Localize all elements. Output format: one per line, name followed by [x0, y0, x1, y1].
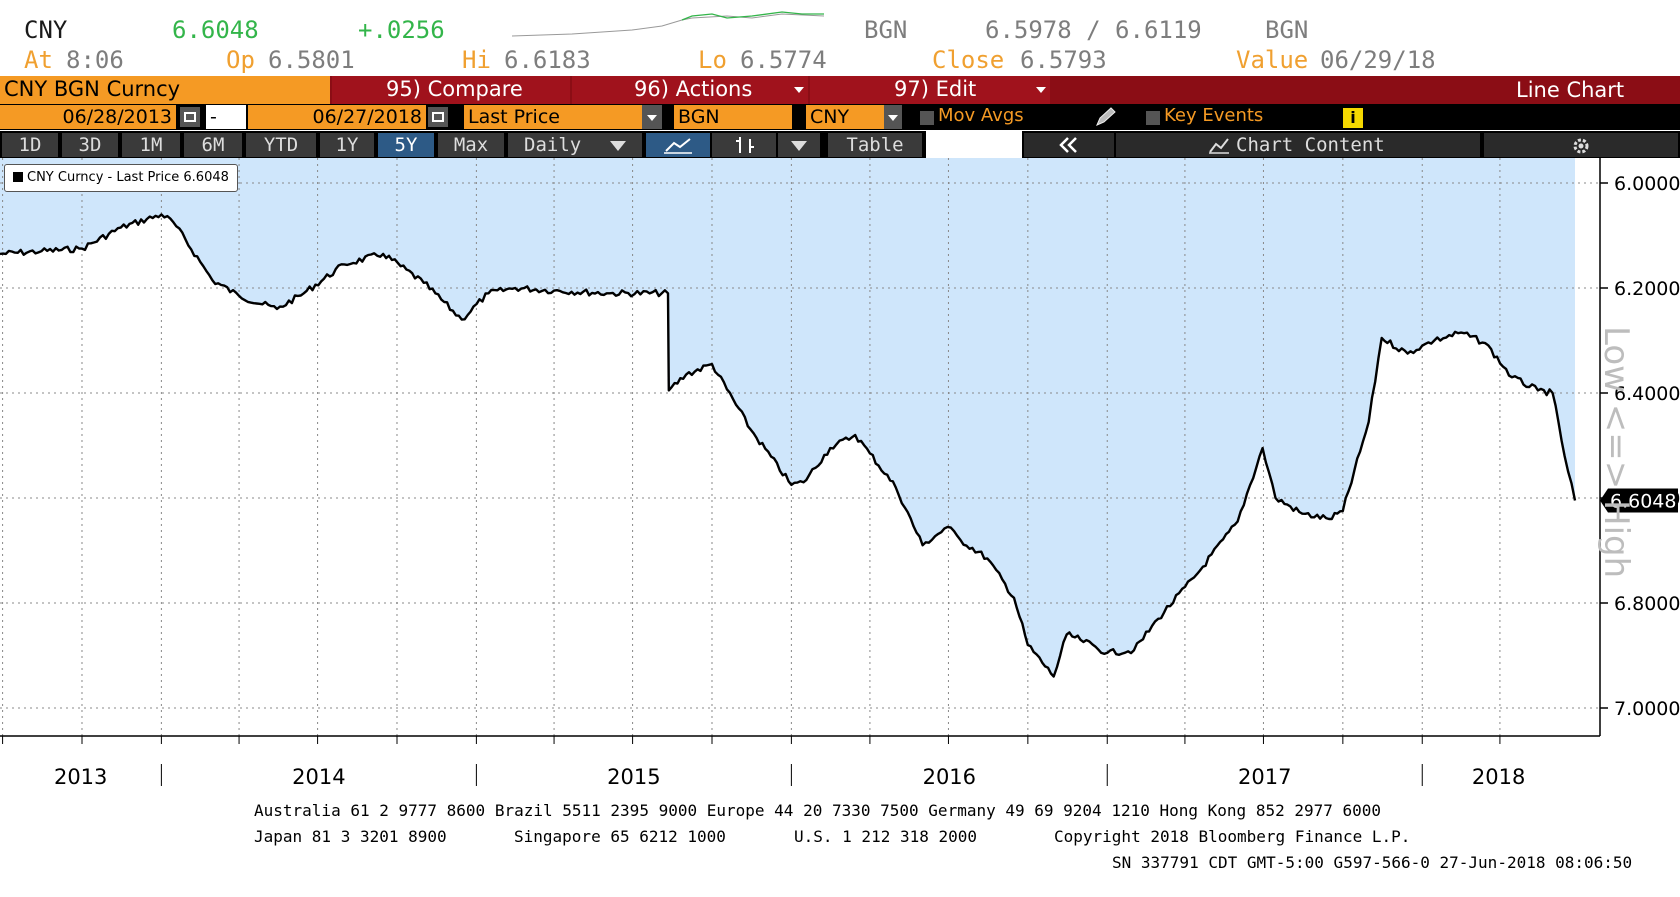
currency-field[interactable]: BGN — [674, 105, 792, 129]
info-icon[interactable]: i — [1343, 108, 1363, 128]
chevron-down-icon[interactable] — [778, 133, 820, 157]
chart-content-icon — [1209, 138, 1229, 154]
mov-avgs-checkbox[interactable] — [920, 111, 934, 125]
chart-legend: CNY Curncy - Last Price 6.6048 — [4, 164, 238, 192]
bid-ask: 6.5978 / 6.6119 — [985, 16, 1202, 44]
period-button-max[interactable]: Max — [438, 133, 504, 157]
edit-button[interactable]: 97) Edit — [810, 76, 1050, 104]
ticker: CNY — [24, 16, 68, 44]
legend-swatch — [13, 172, 23, 182]
chart-content-label: Chart Content — [1236, 134, 1385, 156]
compare-label: 95) Compare — [386, 77, 523, 101]
low-label: Lo — [698, 46, 727, 74]
actions-button[interactable]: 96) Actions — [572, 76, 808, 104]
bar-chart-icon[interactable] — [712, 133, 776, 157]
period-button-1y[interactable]: 1Y — [320, 133, 374, 157]
line-chart-icon[interactable] — [646, 133, 710, 157]
calendar-icon[interactable] — [180, 107, 200, 127]
legend-label: CNY Curncy - Last Price 6.6048 — [27, 170, 229, 185]
x-tick-label: 2015 — [607, 765, 660, 789]
chevron-down-icon[interactable] — [884, 105, 902, 129]
actions-label: 96) Actions — [634, 77, 753, 101]
security-ccy-field[interactable]: CNY — [806, 105, 884, 129]
gear-icon[interactable] — [1484, 133, 1678, 157]
period-button-6m[interactable]: 6M — [184, 133, 242, 157]
quote-ccy-right: BGN — [1265, 16, 1309, 44]
footer-contacts-japan: Japan 81 3 3201 8900 — [254, 827, 447, 846]
close-value: 6.5793 — [1020, 46, 1107, 74]
close-label: Close — [932, 46, 1005, 74]
last-value-label: 6.6048 — [1610, 491, 1676, 513]
key-events-checkbox[interactable] — [1146, 111, 1160, 125]
edit-label: 97) Edit — [894, 77, 977, 101]
chart-content-button[interactable]: Chart Content — [1116, 133, 1480, 157]
footer-copyright: Copyright 2018 Bloomberg Finance L.P. — [1054, 827, 1411, 846]
axis-side-label: Low <=> High — [1596, 326, 1636, 579]
end-date-field[interactable]: 06/27/2018 — [248, 105, 426, 129]
period-button-1d[interactable]: 1D — [2, 133, 58, 157]
footer-session-info: SN 337791 CDT GMT-5:00 G597-566-0 27-Jun… — [1112, 853, 1633, 872]
x-tick-label: 2013 — [54, 765, 107, 789]
footer-contacts-singapore: Singapore 65 6212 1000 — [514, 827, 726, 846]
compare-button[interactable]: 95) Compare — [332, 76, 570, 104]
high-value: 6.6183 — [504, 46, 591, 74]
start-date-field[interactable]: 06/28/2013 — [0, 105, 176, 129]
quote-ccy-left: BGN — [864, 16, 908, 44]
mov-avgs-label: Mov Avgs — [938, 105, 1024, 126]
footer-contacts-line1: Australia 61 2 9777 8600 Brazil 5511 239… — [254, 801, 1382, 820]
line-chart: 6.00006.20006.40006.60006.80007.00002013… — [0, 158, 1680, 789]
collapse-left-icon[interactable] — [1024, 133, 1114, 157]
y-tick-label: 6.2000 — [1614, 278, 1680, 300]
security-field[interactable]: CNY BGN Curncy — [0, 76, 330, 104]
chart-type-label[interactable]: Line Chart — [1516, 78, 1625, 102]
at-label: At — [24, 46, 53, 74]
low-value: 6.5774 — [740, 46, 827, 74]
y-tick-label: 6.0000 — [1614, 173, 1680, 195]
period-button-3d[interactable]: 3D — [62, 133, 118, 157]
pencil-icon[interactable] — [1094, 106, 1118, 128]
open-value: 6.5801 — [268, 46, 355, 74]
last-value-marker: 6.6048 — [1600, 488, 1678, 513]
series-line — [0, 213, 1577, 678]
footer-contacts-us: U.S. 1 212 318 2000 — [794, 827, 978, 846]
sparkline — [512, 11, 824, 37]
at-time: 8:06 — [66, 46, 124, 74]
x-tick-label: 2014 — [292, 765, 345, 789]
security-label: CNY BGN Curncy — [4, 77, 181, 101]
key-events-label: Key Events — [1164, 105, 1264, 126]
high-label: Hi — [462, 46, 491, 74]
chevron-down-icon — [610, 141, 626, 151]
period-button-1m[interactable]: 1M — [122, 133, 180, 157]
x-tick-label: 2017 — [1238, 765, 1291, 789]
calendar-icon[interactable] — [428, 107, 448, 127]
field-select[interactable]: Last Price — [464, 105, 642, 129]
toolbar-spacer — [926, 131, 1022, 158]
last-value-box — [1600, 488, 1678, 513]
last-price: 6.6048 — [172, 16, 259, 44]
frequency-label: Daily — [524, 134, 582, 156]
frequency-select[interactable]: Daily — [508, 133, 642, 157]
y-tick-label: 7.0000 — [1614, 698, 1680, 720]
table-button[interactable]: Table — [828, 133, 922, 157]
chevron-down-icon — [1036, 87, 1046, 93]
chevron-down-icon — [794, 87, 804, 93]
value-date: 06/29/18 — [1320, 46, 1436, 74]
open-label: Op — [226, 46, 255, 74]
chevron-down-icon[interactable] — [642, 105, 662, 129]
y-tick-label: 6.4000 — [1614, 383, 1680, 405]
period-button-5y[interactable]: 5Y — [378, 133, 434, 157]
y-tick-label: 6.8000 — [1614, 593, 1680, 615]
date-range-dash: - — [206, 105, 246, 129]
x-tick-label: 2016 — [923, 765, 976, 789]
x-tick-label: 2018 — [1472, 765, 1525, 789]
area-fill — [0, 158, 1575, 677]
price-change: +.0256 — [358, 16, 445, 44]
period-button-ytd[interactable]: YTD — [246, 133, 316, 157]
value-date-label: Value — [1236, 46, 1309, 74]
